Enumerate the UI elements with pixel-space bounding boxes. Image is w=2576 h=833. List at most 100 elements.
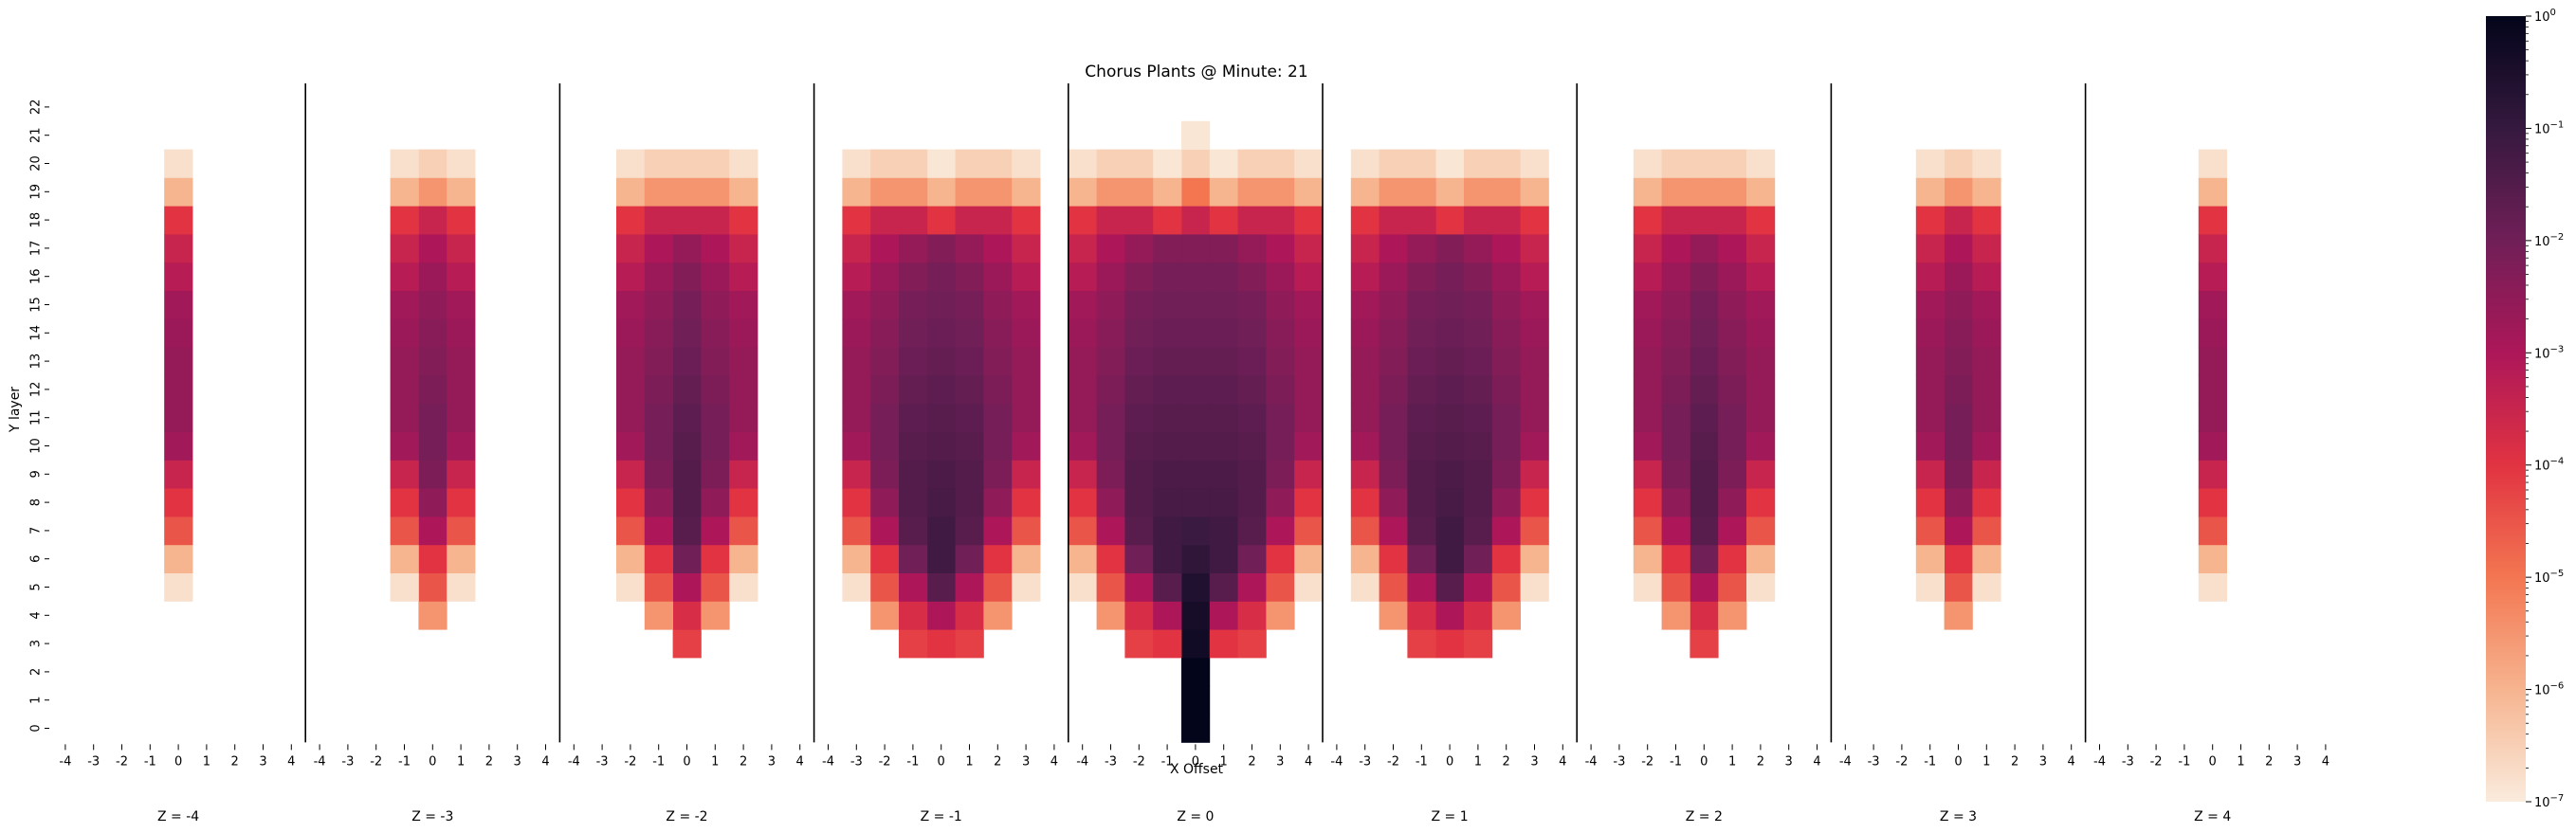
x-tick-label: 4 xyxy=(1559,754,1566,769)
heatmap-cell xyxy=(644,290,673,319)
y-tick-label: 18 xyxy=(29,212,44,228)
heatmap-cell xyxy=(1350,460,1379,489)
heatmap-cell xyxy=(1464,290,1493,319)
heatmap-cell xyxy=(1464,206,1493,235)
panel-label: Z = 3 xyxy=(1940,809,1977,824)
heatmap-cell xyxy=(1944,516,1973,546)
heatmap-cell xyxy=(1209,206,1238,235)
heatmap-cell xyxy=(418,206,448,235)
heatmap-cell xyxy=(955,318,984,348)
heatmap-cell xyxy=(1096,572,1125,602)
heatmap-cell xyxy=(1661,488,1690,517)
heatmap-cell xyxy=(1350,572,1379,602)
heatmap-cell xyxy=(1633,234,1662,263)
y-tick-label: 5 xyxy=(29,583,44,590)
panel-label: Z = -1 xyxy=(921,809,962,824)
heatmap-cell xyxy=(842,488,871,517)
heatmap-cell xyxy=(164,318,193,348)
heatmap-cell xyxy=(899,234,928,263)
heatmap-cell xyxy=(1209,318,1238,348)
heatmap-cell xyxy=(1464,460,1493,489)
heatmap-cell xyxy=(1266,318,1295,348)
heatmap-cell xyxy=(1209,149,1238,178)
heatmap-cell xyxy=(1209,544,1238,573)
heatmap-cell xyxy=(926,572,956,602)
heatmap-cell xyxy=(729,262,758,291)
heatmap-cell xyxy=(1124,347,1154,376)
heatmap-cell xyxy=(2198,206,2227,235)
heatmap-cell xyxy=(955,149,984,178)
x-tick-label: -1 xyxy=(906,754,919,769)
heatmap-cell xyxy=(870,347,900,376)
heatmap-cell xyxy=(1633,572,1662,602)
heatmap-cell xyxy=(390,177,419,207)
heatmap-cell xyxy=(1972,234,2001,263)
heatmap-cell xyxy=(1012,347,1041,376)
heatmap-cell xyxy=(1012,318,1041,348)
x-tick-label: 3 xyxy=(2039,754,2047,769)
heatmap-cell xyxy=(1266,234,1295,263)
heatmap-cell xyxy=(1181,120,1211,150)
heatmap-cell xyxy=(1012,431,1041,461)
heatmap-cell xyxy=(842,460,871,489)
heatmap-cell xyxy=(842,149,871,178)
heatmap-cell xyxy=(926,290,956,319)
heatmap-cell xyxy=(1237,262,1267,291)
heatmap-cell xyxy=(2198,516,2227,546)
x-tick-label: 3 xyxy=(768,754,776,769)
heatmap-cell xyxy=(2198,234,2227,263)
heatmap-cell xyxy=(1266,347,1295,376)
heatmap-cell xyxy=(926,177,956,207)
heatmap-cell xyxy=(1068,403,1097,432)
heatmap-cell xyxy=(644,347,673,376)
x-tick-label: 4 xyxy=(2068,754,2075,769)
heatmap-cell xyxy=(1407,318,1436,348)
heatmap-cell xyxy=(1181,149,1211,178)
heatmap-cell xyxy=(164,206,193,235)
heatmap-cell xyxy=(1012,572,1041,602)
heatmap-cell xyxy=(870,403,900,432)
heatmap-cell xyxy=(1520,403,1549,432)
x-tick-label: 2 xyxy=(231,754,239,769)
heatmap-cell xyxy=(701,403,730,432)
heatmap-cell xyxy=(1379,262,1408,291)
heatmap-cell xyxy=(729,149,758,178)
heatmap-cell xyxy=(1124,431,1154,461)
heatmap-cell xyxy=(1491,318,1521,348)
heatmap-cell xyxy=(644,262,673,291)
heatmap-cell xyxy=(1491,460,1521,489)
heatmap-cell xyxy=(616,460,646,489)
heatmap-cell xyxy=(955,262,984,291)
heatmap-cell xyxy=(1407,206,1436,235)
heatmap-cell xyxy=(418,601,448,630)
heatmap-cell xyxy=(1746,516,1776,546)
heatmap-cell xyxy=(1435,318,1465,348)
heatmap-cell xyxy=(672,347,702,376)
heatmap-cell xyxy=(1746,290,1776,319)
heatmap-cell xyxy=(2198,318,2227,348)
heatmap-cell xyxy=(418,544,448,573)
heatmap-cell xyxy=(1491,375,1521,405)
heatmap-cell xyxy=(1153,431,1182,461)
heatmap-cell xyxy=(1068,262,1097,291)
heatmap-cell xyxy=(1012,177,1041,207)
heatmap-cell xyxy=(983,544,1013,573)
heatmap-cell xyxy=(1435,234,1465,263)
heatmap-panel: -4 -3 -2 -1 0 1 2 3 4 Z = -1 xyxy=(813,83,1058,824)
heatmap-cell xyxy=(1096,375,1125,405)
heatmap-cell xyxy=(701,262,730,291)
heatmap-cell xyxy=(1491,177,1521,207)
x-tick-label: -2 xyxy=(370,754,382,769)
heatmap-cell xyxy=(447,206,476,235)
heatmap-cell xyxy=(2198,177,2227,207)
heatmap-cell xyxy=(926,488,956,517)
heatmap-cell xyxy=(1746,460,1776,489)
heatmap-cell xyxy=(842,206,871,235)
heatmap-cell xyxy=(842,403,871,432)
heatmap-cell xyxy=(1096,601,1125,630)
heatmap-cell xyxy=(1181,290,1211,319)
heatmap-cell xyxy=(1209,347,1238,376)
heatmap-cell xyxy=(390,544,419,573)
heatmap-cell xyxy=(1237,460,1267,489)
